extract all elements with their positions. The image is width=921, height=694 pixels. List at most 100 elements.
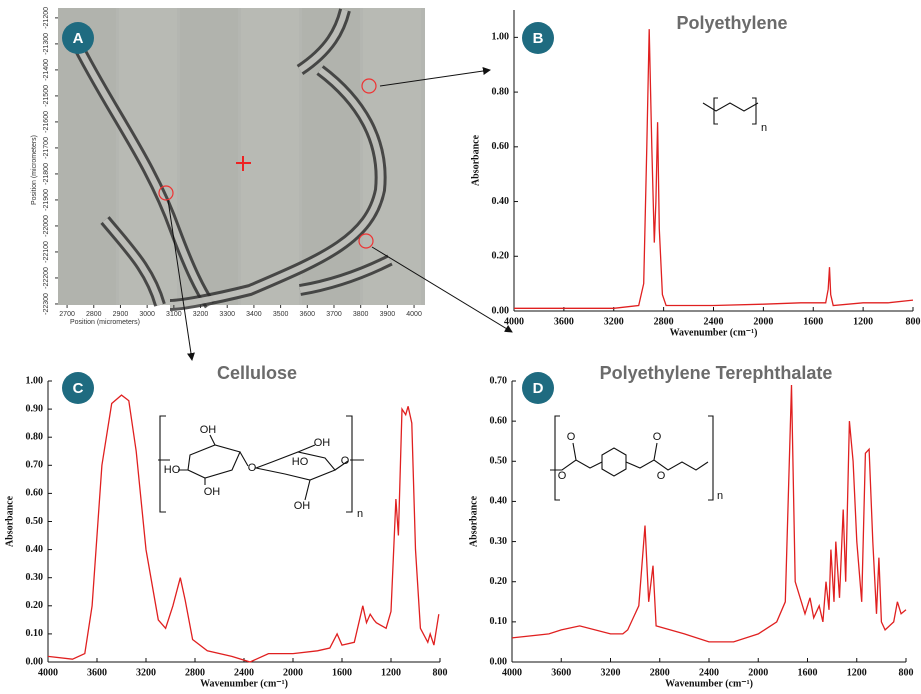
y-tick-label: 0.00	[26, 656, 44, 667]
x-tick-label: 3300	[219, 311, 235, 318]
x-tick-label: 4000	[504, 316, 524, 327]
fiber-core	[169, 67, 384, 308]
y-tick-label: 0.00	[492, 305, 510, 316]
y-tick-label: 0.80	[492, 86, 510, 97]
arrow	[167, 199, 195, 361]
structure-label: OH	[200, 424, 217, 436]
spectrum	[511, 384, 907, 643]
x-tick-label: 3100	[166, 311, 182, 318]
x-tick-label: 3200	[604, 316, 624, 327]
y-tick-label: 0.10	[26, 628, 44, 639]
x-tick-label: 800	[433, 667, 448, 678]
y-tick-label: -22200	[43, 267, 50, 289]
panel-letter: B	[533, 30, 544, 47]
x-tick-label: 3800	[353, 311, 369, 318]
panel-letter: C	[73, 380, 84, 397]
x-tick-label: 4000	[502, 667, 522, 678]
x-tick-label: 3200	[193, 311, 209, 318]
tile	[241, 8, 299, 305]
y-tick-label: 0.70	[490, 375, 508, 386]
panel-badge	[522, 22, 554, 54]
y-tick-label: 0.50	[490, 456, 508, 467]
x-tick-label: 4000	[406, 311, 422, 318]
x-tick-label: 3200	[136, 667, 156, 678]
x-tick-label: 1200	[381, 667, 401, 678]
structure-label: O	[558, 470, 567, 482]
x-tick-label: 3000	[139, 311, 155, 318]
cellulose-structure	[158, 415, 364, 513]
x-tick-label: 2000	[753, 316, 773, 327]
x-tick-label: 2800	[185, 667, 205, 678]
y-tick-label: -21600	[43, 111, 50, 133]
panel-badge	[522, 372, 554, 404]
y-tick-label: -21700	[43, 137, 50, 159]
y-axis-label: Position (micrometers)	[31, 135, 38, 205]
crosshair	[236, 156, 251, 171]
x-tick-label: 3500	[273, 311, 289, 318]
y-tick-label: 0.60	[492, 141, 510, 152]
tile	[119, 8, 177, 305]
x-tick-label: 1200	[853, 316, 873, 327]
y-tick-label: 1.00	[26, 375, 44, 386]
structure-label: O	[567, 431, 576, 443]
y-tick-label: 1.00	[492, 32, 510, 43]
panel-badge	[62, 372, 94, 404]
structure-label: O	[653, 431, 662, 443]
x-tick-label: 1600	[798, 667, 818, 678]
pe-structure	[702, 97, 759, 125]
structure-label: HO	[164, 464, 181, 476]
x-tick-label: 3600	[551, 667, 571, 678]
y-tick-label: 0.20	[492, 251, 510, 262]
structure-label: O	[657, 470, 666, 482]
structure-label: O	[341, 455, 350, 467]
arrow	[379, 67, 491, 87]
x-tick-label: 800	[899, 667, 914, 678]
x-axis-label: Wavenumber (cm⁻¹)	[665, 678, 753, 689]
x-tick-label: 3600	[554, 316, 574, 327]
panel-letter: D	[533, 380, 544, 397]
x-tick-label: 3600	[87, 667, 107, 678]
y-axis-label: Absorbance	[4, 495, 15, 547]
x-tick-label: 800	[906, 316, 921, 327]
x-tick-label: 2700	[59, 311, 75, 318]
x-tick-label: 3400	[246, 311, 262, 318]
structure-label: n	[357, 508, 363, 520]
x-tick-label: 1600	[803, 316, 823, 327]
y-tick-label: -22000	[43, 215, 50, 237]
y-tick-label: 0.30	[26, 572, 44, 583]
y-tick-label: 0.60	[490, 415, 508, 426]
y-tick-label: 0.50	[26, 516, 44, 527]
tile	[363, 8, 421, 305]
fiber-core	[72, 38, 213, 307]
x-tick-label: 3200	[601, 667, 621, 678]
x-tick-label: 3700	[326, 311, 342, 318]
structure-label: n	[761, 122, 767, 134]
x-tick-label: 3900	[380, 311, 396, 318]
chart-title: Polyethylene Terephthalate	[600, 363, 833, 383]
fiber-core	[299, 257, 392, 293]
structure-label: O	[248, 462, 257, 474]
y-tick-label: 0.10	[490, 616, 508, 627]
y-tick-label: -21900	[43, 189, 50, 211]
x-tick-label: 2400	[704, 316, 724, 327]
sample-spot	[358, 233, 374, 249]
y-tick-label: -21400	[43, 59, 50, 81]
y-tick-label: 0.20	[490, 576, 508, 587]
structure-label: HO	[292, 456, 309, 468]
sample-spot	[361, 78, 377, 94]
fiber-core	[102, 218, 163, 306]
y-tick-label: -22300	[43, 293, 50, 315]
y-tick-label: -22100	[43, 241, 50, 263]
y-axis-label: Absorbance	[470, 134, 481, 186]
x-tick-label: 1200	[847, 667, 867, 678]
x-tick-label: 2400	[699, 667, 719, 678]
y-tick-label: 0.30	[490, 536, 508, 547]
plots: 2700 2800 2900 3000 3100 3200 3300 3400 3500 3600…	[4, 7, 920, 689]
x-tick-label: 2800	[86, 311, 102, 318]
arrow	[371, 246, 513, 333]
y-tick-label: 0.90	[26, 403, 44, 414]
y-tick-label: -21800	[43, 163, 50, 185]
x-axis-label: Wavenumber (cm⁻¹)	[200, 678, 288, 689]
panel-letter: A	[73, 30, 84, 47]
